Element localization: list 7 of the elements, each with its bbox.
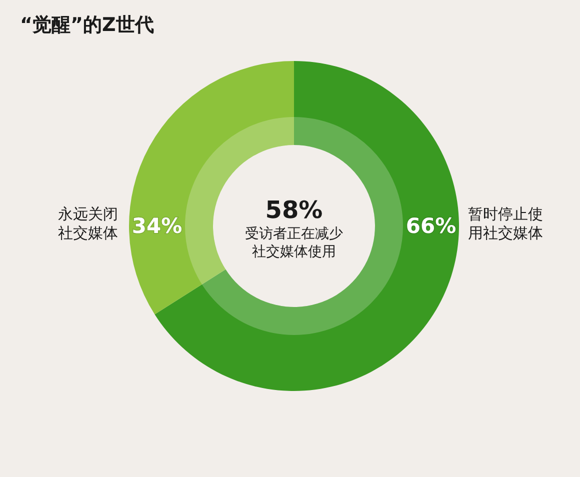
data-label: 66% <box>406 214 456 238</box>
text: 受访者正在减少社交媒体使用 <box>244 225 344 261</box>
data-label: 34% <box>132 214 182 238</box>
slice-label: 永远关闭社交媒体 <box>58 205 119 243</box>
chart-title: “觉醒”的Z世代 <box>20 13 154 38</box>
slice-label: 暂时停止使用社交媒体 <box>468 205 544 243</box>
text: 58% <box>264 196 324 224</box>
